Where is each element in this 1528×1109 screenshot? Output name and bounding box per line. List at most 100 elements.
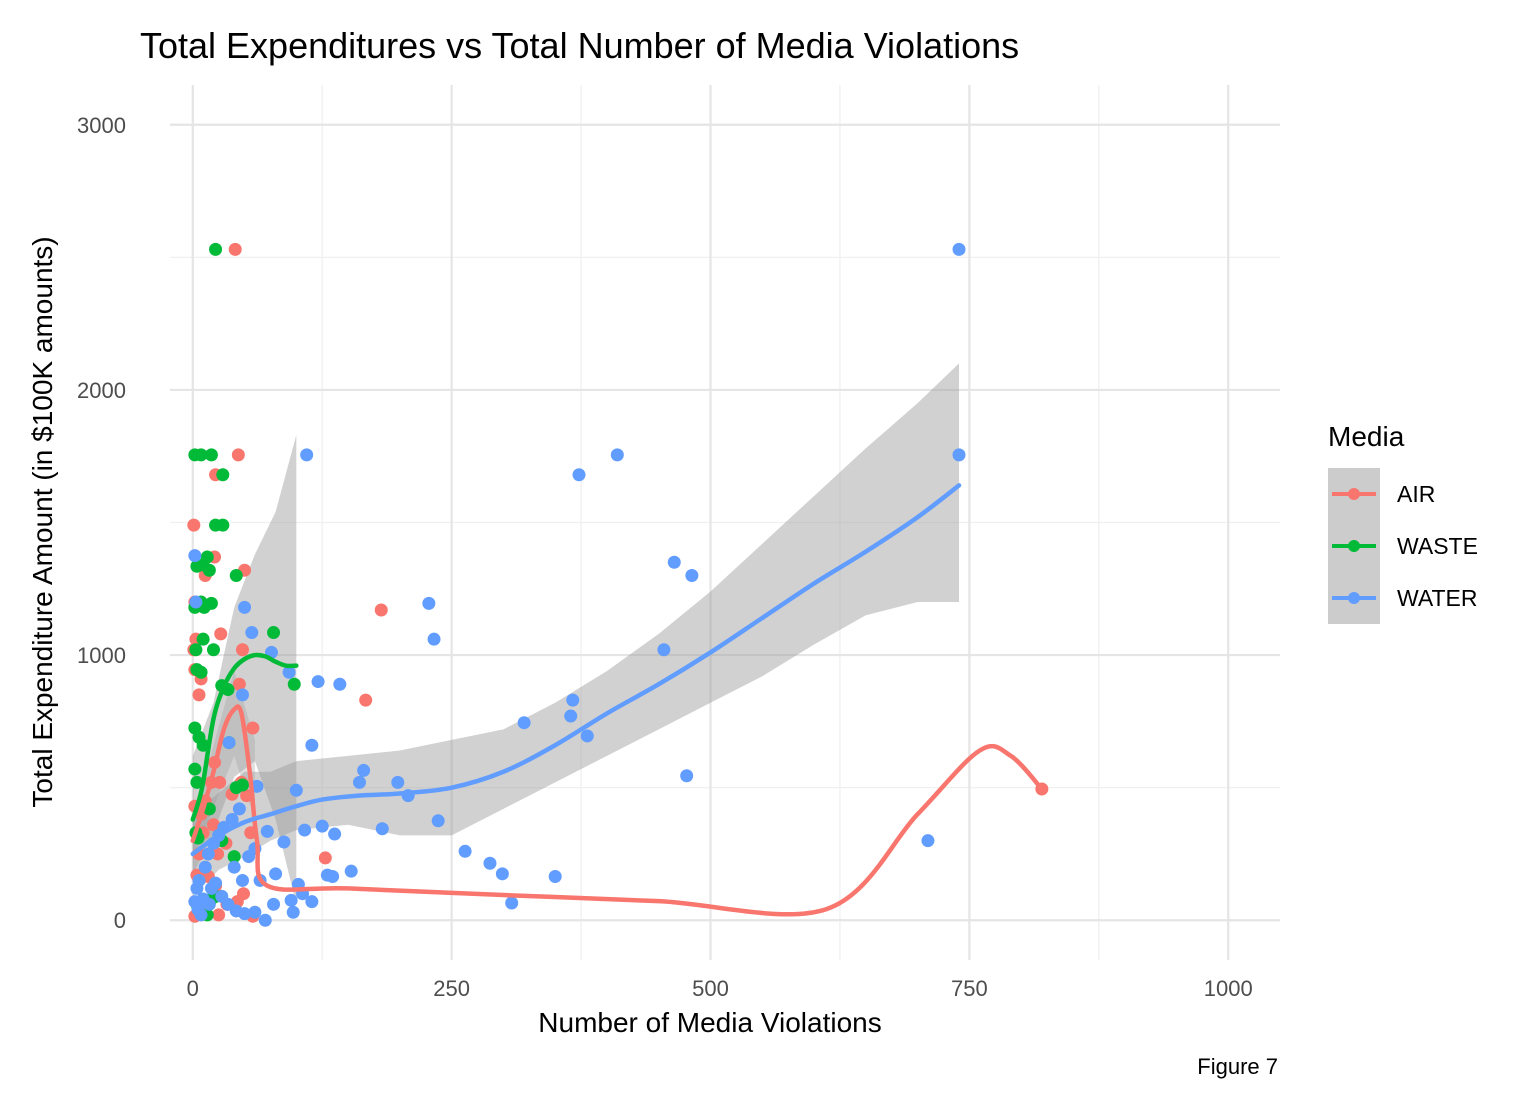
water-point [282, 665, 296, 679]
waste-point [206, 643, 220, 657]
air-smooth-line [190, 704, 1045, 917]
waste-point [188, 762, 202, 776]
water-point [328, 827, 342, 841]
water-point [357, 763, 371, 777]
waste-point [287, 677, 301, 691]
water-point [198, 860, 212, 874]
x-tick-label: 500 [692, 976, 729, 1001]
air-point [206, 818, 220, 832]
water-point [952, 242, 966, 256]
water-point [235, 688, 249, 702]
water-point [267, 897, 281, 911]
y-axis-title: Total Expenditure Amount (in $100K amoun… [27, 236, 58, 807]
waste-point [189, 643, 203, 657]
air-point [318, 851, 332, 865]
water-point [667, 555, 681, 569]
waste-point [235, 778, 249, 792]
legend-label-air: AIR [1397, 481, 1435, 507]
water-point [311, 675, 325, 689]
water-point [235, 873, 249, 887]
water-point [391, 775, 405, 789]
water-point [344, 864, 358, 878]
point-layer [187, 242, 1049, 927]
confidence-band-layer [192, 363, 960, 905]
waste-point [202, 563, 216, 577]
smooth-line-layer [190, 483, 1045, 917]
air-point [212, 908, 226, 922]
legend-label-waste: WASTE [1397, 533, 1478, 559]
water-point [657, 643, 671, 657]
waste-point [196, 632, 210, 646]
water-point [232, 802, 246, 816]
water-point [315, 819, 329, 833]
waste-point [229, 569, 243, 583]
x-tick-label: 750 [951, 976, 988, 1001]
waste-point [209, 242, 223, 256]
water-point [222, 736, 236, 750]
water-point [548, 869, 562, 883]
water-point [289, 783, 303, 797]
waste-point [227, 850, 241, 864]
water-point [685, 569, 699, 583]
waste-point [194, 448, 208, 462]
water-point [610, 448, 624, 462]
water-point [566, 693, 580, 707]
legend-item-air: AIR [1332, 481, 1435, 507]
air-point [359, 693, 373, 707]
x-axis-title: Number of Media Violations [538, 1007, 881, 1038]
water-point [189, 595, 203, 609]
waste-point [190, 775, 204, 789]
air-point [246, 721, 260, 735]
water-point [225, 812, 239, 826]
waste-point [267, 626, 281, 640]
water-point [227, 860, 241, 874]
water-point [431, 814, 445, 828]
water-point [375, 822, 389, 836]
water-point [215, 889, 229, 903]
chart-title: Total Expenditures vs Total Number of Me… [140, 25, 1019, 66]
y-tick-label: 0 [114, 908, 126, 933]
water-point [580, 729, 594, 743]
water-point [505, 896, 519, 910]
air-point [214, 627, 228, 641]
legend-label-water: WATER [1397, 585, 1478, 611]
waste-point [204, 448, 218, 462]
water-point [517, 716, 531, 730]
legend-item-water: WATER [1332, 585, 1478, 611]
water-point [952, 448, 966, 462]
water-point [209, 876, 223, 890]
air-point [374, 603, 388, 617]
water-point [192, 873, 206, 887]
water-point [201, 847, 215, 861]
water-point [258, 913, 272, 927]
waste-point [216, 518, 230, 532]
legend-title: Media [1328, 421, 1405, 452]
water-point [260, 824, 274, 838]
water-confidence-band [192, 363, 960, 897]
water-point [238, 600, 252, 614]
legend-key-air-dot [1348, 488, 1360, 500]
legend-item-waste: WASTE [1332, 533, 1478, 559]
water-point [305, 895, 319, 909]
water-point [422, 596, 436, 610]
water-point [564, 709, 578, 723]
water-point [194, 908, 208, 922]
legend-key-water-dot [1348, 592, 1360, 604]
x-tick-label: 250 [433, 976, 470, 1001]
water-point [333, 677, 347, 691]
air-point [232, 677, 246, 691]
legend: Media AIR WASTE WATER [1328, 421, 1478, 624]
legend-key-waste-dot [1348, 540, 1360, 552]
water-point [298, 823, 312, 837]
waste-point [190, 559, 204, 573]
water-point [269, 867, 283, 881]
air-point [211, 847, 225, 861]
air-point [231, 448, 245, 462]
water-point [352, 775, 366, 789]
water-smooth-line [190, 483, 962, 857]
water-point [495, 867, 509, 881]
water-point [188, 895, 202, 909]
water-point [427, 632, 441, 646]
